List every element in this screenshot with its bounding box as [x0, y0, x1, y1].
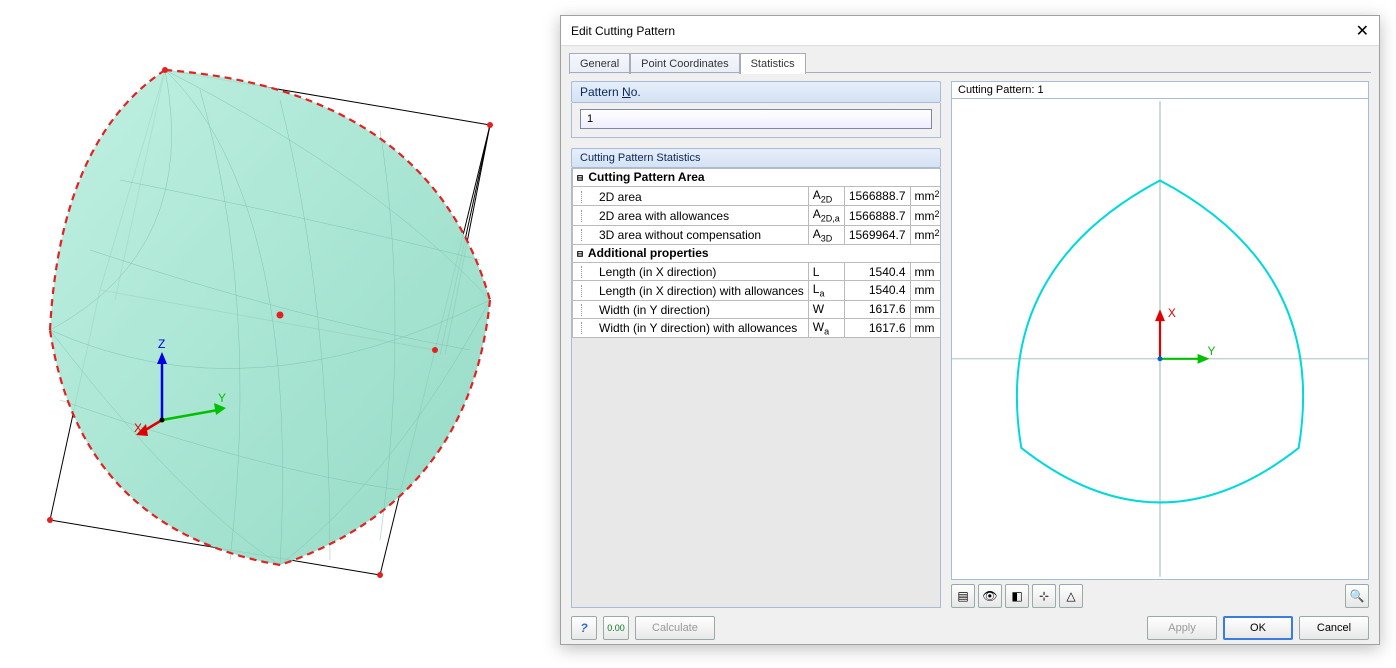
- viewport-3d[interactable]: Z Y X: [0, 0, 560, 665]
- table-row: 2D areaA2D1566888.7mm2: [573, 187, 942, 206]
- table-row: Width (in Y direction)W1617.6mm: [573, 300, 942, 318]
- dialog-footer: ? 0.00 Calculate Apply OK Cancel: [561, 608, 1379, 648]
- svg-text:Y: Y: [1208, 344, 1216, 358]
- tab-row: General Point Coordinates Statistics: [561, 52, 1379, 73]
- units-icon[interactable]: 0.00: [603, 616, 629, 640]
- group-header[interactable]: ⊟ Additional properties: [573, 245, 942, 263]
- calculate-button[interactable]: Calculate: [635, 616, 715, 640]
- pattern-no-header: Pattern No.: [571, 81, 941, 103]
- table-row: Width (in Y direction) with allowancesWa…: [573, 318, 942, 337]
- tab-statistics[interactable]: Statistics: [740, 53, 806, 74]
- preview-title: Cutting Pattern: 1: [951, 81, 1369, 98]
- axes-icon[interactable]: ⊹: [1032, 584, 1056, 608]
- help-icon[interactable]: ?: [571, 616, 597, 640]
- preview-toolbar: ▤ 👁 ◧ ⊹ △ 🔍: [951, 584, 1369, 608]
- svg-text:X: X: [134, 421, 142, 435]
- pattern-no-label: Pattern No.: [580, 85, 641, 99]
- ok-button[interactable]: OK: [1223, 616, 1293, 640]
- stats-table: ⊟ Cutting Pattern Area2D areaA2D1566888.…: [572, 168, 941, 338]
- tab-general[interactable]: General: [569, 53, 630, 74]
- svg-text:Z: Z: [158, 337, 165, 351]
- dialog-title: Edit Cutting Pattern: [571, 24, 675, 38]
- svg-text:Y: Y: [218, 391, 226, 405]
- eraser-icon[interactable]: ◧: [1005, 584, 1029, 608]
- cancel-button[interactable]: Cancel: [1299, 616, 1369, 640]
- stats-header: Cutting Pattern Statistics: [571, 148, 941, 168]
- group-header[interactable]: ⊟ Cutting Pattern Area: [573, 169, 942, 187]
- apply-button[interactable]: Apply: [1147, 616, 1217, 640]
- titlebar[interactable]: Edit Cutting Pattern ✕: [561, 16, 1379, 46]
- pattern-no-input[interactable]: [580, 109, 932, 129]
- svg-text:X: X: [1168, 306, 1176, 320]
- table-row: Length (in X direction) with allowancesL…: [573, 281, 942, 300]
- close-icon[interactable]: ✕: [1356, 21, 1369, 41]
- edit-cutting-pattern-dialog: Edit Cutting Pattern ✕ General Point Coo…: [560, 15, 1380, 645]
- tent-icon[interactable]: △: [1059, 584, 1083, 608]
- table-row: 3D area without compensationA3D1569964.7…: [573, 225, 942, 244]
- stats-panel: ⊟ Cutting Pattern Area2D areaA2D1566888.…: [571, 168, 941, 608]
- tab-point-coordinates[interactable]: Point Coordinates: [630, 53, 739, 74]
- layers-icon[interactable]: ▤: [951, 584, 975, 608]
- eye-icon[interactable]: 👁: [978, 584, 1002, 608]
- search-icon[interactable]: 🔍: [1345, 584, 1369, 608]
- table-row: Length (in X direction)L1540.4mm: [573, 263, 942, 281]
- table-row: 2D area with allowancesA2D,a1566888.7mm2: [573, 206, 942, 225]
- preview-2d[interactable]: X Y: [951, 98, 1369, 580]
